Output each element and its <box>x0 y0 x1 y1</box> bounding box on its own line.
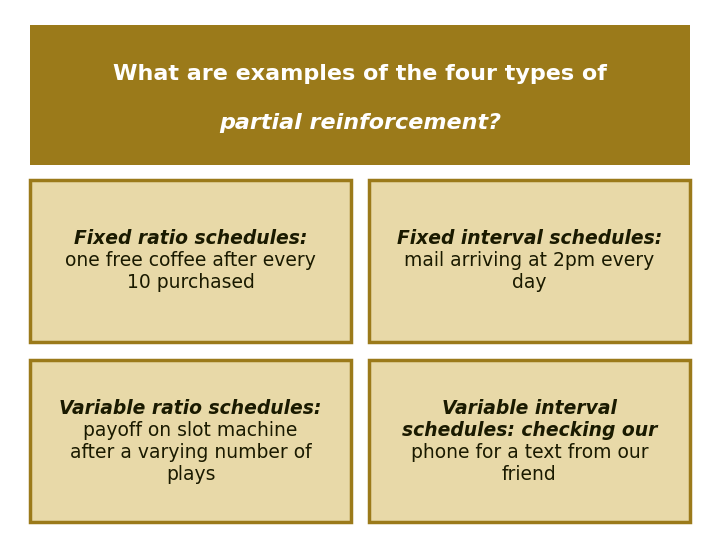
Text: Fixed interval schedules:: Fixed interval schedules: <box>397 230 662 248</box>
Bar <box>30 360 351 522</box>
Text: after a varying number of: after a varying number of <box>70 442 311 462</box>
Text: payoff on slot machine: payoff on slot machine <box>84 421 297 440</box>
Text: friend: friend <box>502 464 557 483</box>
Bar <box>30 25 690 165</box>
Bar <box>30 180 351 342</box>
Text: day: day <box>512 273 546 293</box>
Text: Fixed ratio schedules:: Fixed ratio schedules: <box>74 230 307 248</box>
Bar <box>369 360 690 522</box>
Text: Variable interval: Variable interval <box>442 399 617 417</box>
Text: one free coffee after every: one free coffee after every <box>65 252 316 271</box>
Text: What are examples of the four types of: What are examples of the four types of <box>113 64 607 84</box>
Text: plays: plays <box>166 464 215 483</box>
Text: Variable ratio schedules:: Variable ratio schedules: <box>59 399 322 417</box>
Text: schedules: checking our: schedules: checking our <box>402 421 657 440</box>
Bar <box>369 180 690 342</box>
Text: phone for a text from our: phone for a text from our <box>410 442 648 462</box>
Text: mail arriving at 2pm every: mail arriving at 2pm every <box>405 252 654 271</box>
Text: partial reinforcement?: partial reinforcement? <box>219 113 501 133</box>
Text: 10 purchased: 10 purchased <box>127 273 254 293</box>
